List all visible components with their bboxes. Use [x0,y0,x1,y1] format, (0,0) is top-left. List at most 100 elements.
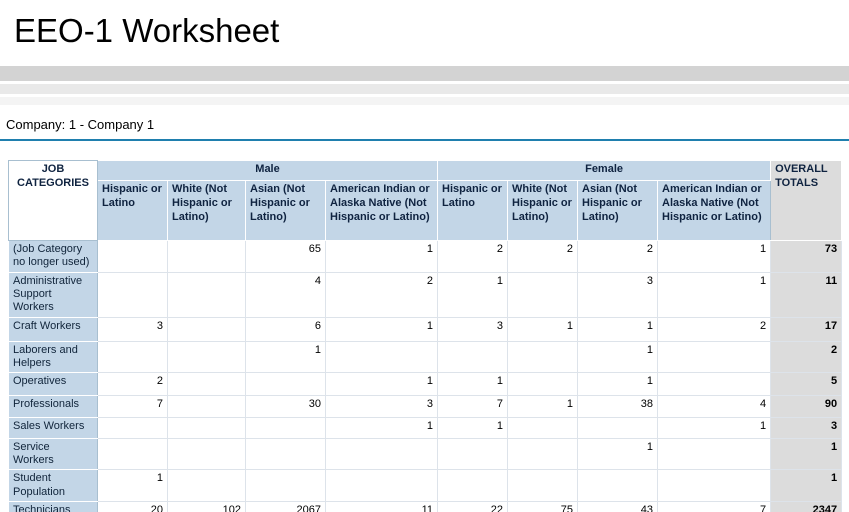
table-row: Technicians 20 102 2067 11 22 75 43 7 2347 [8,500,843,512]
overall-total-cell: 11 [770,272,843,318]
value-cell: 1 [324,240,439,273]
row-label: Sales Workers [8,416,98,439]
overall-total-cell: 5 [770,371,843,396]
toolbar-strip-dark [0,66,849,81]
eeo-worksheet-table: JOB CATEGORIES Male Female OVERALL TOTAL… [8,160,843,512]
value-cell: 102 [167,500,246,512]
value-cell: 1 [577,340,659,373]
value-cell [507,469,579,502]
row-label: Administrative Support Workers [8,272,98,318]
row-label: Professionals [8,394,98,418]
value-cell: 1 [245,340,326,373]
value-cell: 1 [437,416,509,439]
overall-total-cell: 2347 [770,500,843,512]
table-row: Laborers and Helpers 1 1 2 [8,340,843,373]
value-cell [507,340,579,373]
value-cell: 38 [577,394,659,418]
value-cell [657,371,772,396]
overall-total-cell: 73 [770,240,843,273]
col-header-female-asian: Asian (Not Hispanic or Latino) [577,180,659,241]
value-cell [324,437,439,471]
value-cell: 75 [507,500,579,512]
value-cell [437,469,509,502]
value-cell: 2 [437,240,509,273]
job-categories-header: JOB CATEGORIES [8,160,98,241]
value-cell [657,469,772,502]
value-cell [245,416,326,439]
value-cell [577,416,659,439]
value-cell: 7 [657,500,772,512]
value-cell: 2 [657,316,772,342]
value-cell [245,371,326,396]
value-cell [507,371,579,396]
value-cell: 3 [97,316,168,342]
value-cell [167,340,246,373]
col-header-female-hispanic: Hispanic or Latino [437,180,509,241]
value-cell: 1 [657,416,772,439]
value-cell [97,340,168,373]
toolbar-strip-medium [0,84,849,94]
value-cell [167,469,246,502]
table-row: Operatives 2 1 1 1 5 [8,371,843,396]
row-label: Service Workers [8,437,98,471]
company-label: Company: 1 - Company 1 [6,117,155,132]
value-cell [97,240,168,273]
row-label: (Job Category no longer used) [8,240,98,273]
value-cell: 20 [97,500,168,512]
row-label: Laborers and Helpers [8,340,98,373]
value-cell: 4 [657,394,772,418]
table-row: Sales Workers 1 1 1 3 [8,416,843,439]
value-cell: 7 [97,394,168,418]
value-cell [437,437,509,471]
value-cell: 2 [97,371,168,396]
value-cell: 1 [97,469,168,502]
table-body: (Job Category no longer used) 65 1 2 2 2 1 73 Ad… [8,240,843,512]
value-cell: 1 [437,272,509,318]
col-header-female-white: White (Not Hispanic or Latino) [507,180,579,241]
value-cell: 7 [437,394,509,418]
table-row: (Job Category no longer used) 65 1 2 2 2 1 73 [8,240,843,273]
table-row: Professionals 7 30 3 7 1 38 4 90 [8,394,843,418]
row-label: Technicians [8,500,98,512]
value-cell: 2067 [245,500,326,512]
value-cell [324,340,439,373]
table-row: Service Workers 1 1 [8,437,843,471]
value-cell [167,394,246,418]
value-cell: 43 [577,500,659,512]
value-cell [97,416,168,439]
value-cell: 3 [437,316,509,342]
value-cell: 1 [577,316,659,342]
value-cell: 1 [657,272,772,318]
value-cell [507,437,579,471]
value-cell [577,469,659,502]
row-label: Craft Workers [8,316,98,342]
toolbar-strip-light [0,97,849,105]
table-row: Administrative Support Workers 4 2 1 3 1 11 [8,272,843,318]
value-cell: 30 [245,394,326,418]
table-row: Craft Workers 3 6 1 3 1 1 2 17 [8,316,843,342]
table-row: Student Population 1 1 [8,469,843,502]
col-header-male-asian: Asian (Not Hispanic or Latino) [245,180,326,241]
value-cell [657,340,772,373]
value-cell [167,371,246,396]
value-cell [167,437,246,471]
value-cell [507,416,579,439]
value-cell [97,272,168,318]
value-cell [167,240,246,273]
value-cell: 1 [324,371,439,396]
col-header-male-white: White (Not Hispanic or Latino) [167,180,246,241]
value-cell: 3 [577,272,659,318]
value-cell: 3 [324,394,439,418]
value-cell [324,469,439,502]
overall-total-cell: 1 [770,469,843,502]
col-header-female-american-indian: American Indian or Alaska Native (Not Hi… [657,180,772,241]
female-group-header: Female [437,160,772,181]
value-cell [167,416,246,439]
value-cell [507,272,579,318]
overall-total-cell: 2 [770,340,843,373]
worksheet-table-container: JOB CATEGORIES Male Female OVERALL TOTAL… [8,160,843,512]
value-cell: 2 [577,240,659,273]
value-cell: 2 [507,240,579,273]
col-header-male-american-indian: American Indian or Alaska Native (Not Hi… [324,180,439,241]
value-cell [245,469,326,502]
